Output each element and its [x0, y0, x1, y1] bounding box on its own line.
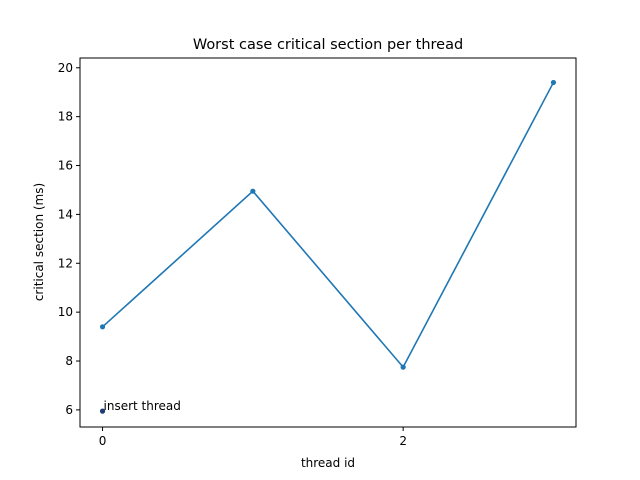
axes-frame	[79, 57, 577, 428]
data-point	[550, 79, 557, 86]
x-tick-label: 0	[99, 434, 107, 448]
data-point	[250, 188, 256, 194]
annotation-label: insert thread	[104, 399, 181, 413]
y-tick-label: 8	[65, 354, 73, 368]
y-tick-label: 10	[58, 305, 73, 319]
y-tick-label: 6	[65, 403, 73, 417]
y-axis: 6 8 10 12 14 16 18 20	[58, 61, 80, 417]
series-line	[102, 82, 555, 369]
annotation-point	[99, 408, 106, 414]
x-axis-label: thread id	[301, 456, 355, 470]
data-point	[400, 364, 406, 370]
x-tick-label: 2	[399, 434, 407, 448]
y-tick-label: 18	[58, 110, 73, 124]
y-tick-label: 12	[58, 256, 73, 270]
y-axis-label: critical section (ms)	[32, 183, 46, 301]
y-tick-label: 14	[58, 207, 73, 221]
y-tick-label: 20	[58, 61, 73, 75]
data-point	[99, 324, 106, 330]
plot-area: insert thread	[99, 79, 557, 414]
chart-title: Worst case critical section per thread	[193, 37, 463, 53]
y-tick-label: 16	[58, 159, 73, 173]
